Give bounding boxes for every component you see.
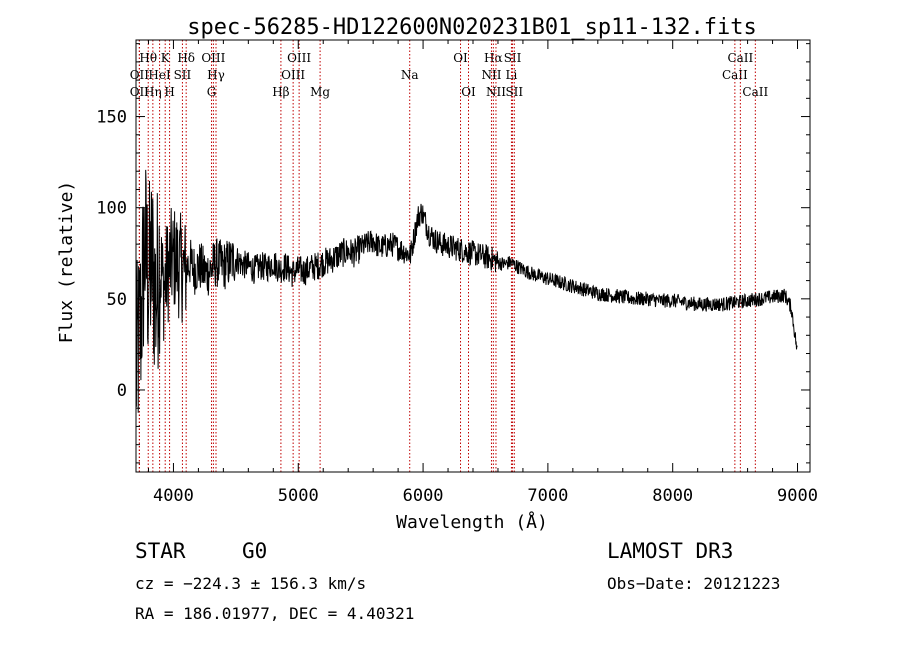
spectral-line-label: OIII [281,68,305,82]
spectral-line-label: SII [504,51,522,65]
spectral-line-label: OII [130,85,150,99]
y-tick-label: 150 [96,108,127,128]
y-axis-ticks: 0 50 100 150 [96,43,810,464]
spectrum-line [135,169,798,413]
spectral-line-label: CaII [742,85,768,99]
x-tick-label: 7000 [527,486,568,506]
spectral-line-label: Hβ [272,85,289,99]
spectral-line-label: G [207,85,217,99]
spectral-line-label: H [164,85,174,99]
obs-date: Obs−Date: 20121223 [607,574,780,593]
spectral-line-label: NII [486,85,506,99]
survey-name: LAMOST DR3 [607,539,733,563]
x-tick-label: 4000 [153,486,194,506]
spectral-line-label: OIII [201,51,225,65]
spectral-line-label: SII [505,85,523,99]
x-axis-label: Wavelength (Å) [396,511,548,533]
spectral-line-label: OI [453,51,468,65]
spectral-line-label: SII [174,68,192,82]
x-tick-label: 8000 [652,486,693,506]
spectral-line-label: Li [506,68,518,82]
x-tick-label: 5000 [278,486,319,506]
spectral-line-label: NII [481,68,501,82]
object-subclass: G0 [242,539,267,563]
y-axis-label: Flux (relative) [56,181,77,344]
chart-title: spec-56285-HD122600N020231B01_sp11-132.f… [187,15,757,40]
spectral-line-label: Hθ [139,51,157,65]
y-tick-label: 50 [107,290,127,310]
spectral-line-label: OI [461,85,476,99]
spectral-line-label: Hγ [207,68,225,82]
spectral-line-label: CaII [727,51,753,65]
spectral-line-label: Hη [144,85,162,99]
spectral-line-label: OIII [287,51,311,65]
ra-dec-readout: RA = 186.01977, DEC = 4.40321 [135,604,414,623]
spectral-line-label: Hδ [177,51,195,65]
x-tick-label: 9000 [777,486,818,506]
spectral-line-label: Mg [310,85,330,99]
spectrum-series [135,169,798,413]
spectral-line-label: Na [401,68,419,82]
object-class: STAR [135,539,186,563]
y-tick-label: 0 [117,381,127,401]
spectral-line-label: Hα [484,51,503,65]
spectral-line-label: K [161,51,171,65]
redshift-readout: cz = −224.3 ± 156.3 km/s [135,574,366,593]
x-tick-label: 6000 [403,486,444,506]
x-axis-ticks: 4000 5000 6000 7000 8000 9000 [147,40,818,506]
spectral-line-label: HeI [148,68,171,82]
spectral-line-label: CaII [722,68,748,82]
y-tick-label: 100 [96,199,127,219]
